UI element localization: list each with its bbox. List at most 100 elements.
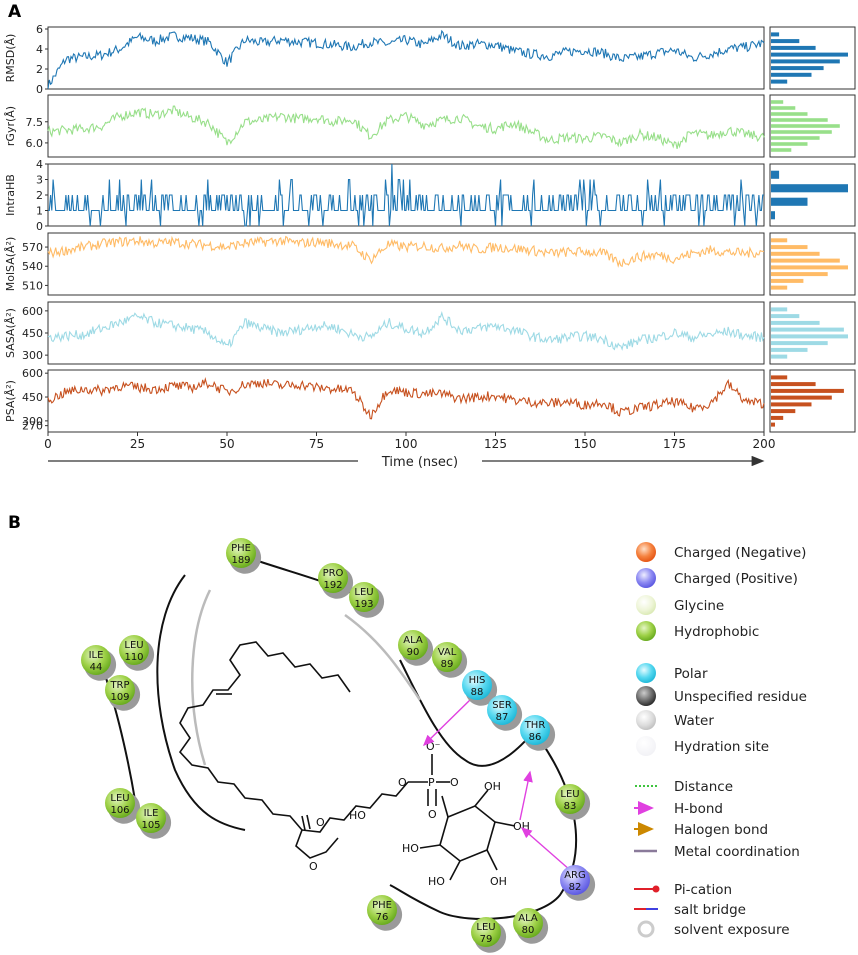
residue-name: LEU: [110, 793, 129, 804]
plot-frame: [47, 232, 765, 296]
legend-item-distance: Distance: [635, 779, 733, 795]
residue-number: 80: [522, 925, 535, 936]
residue-name: PRO: [323, 568, 344, 579]
atom-o: O: [428, 808, 437, 821]
time-series-lines: [47, 29, 765, 420]
residue-name: LEU: [354, 587, 373, 598]
atom-oh: OH: [490, 875, 507, 888]
legend-item-saltbridge: salt bridge: [634, 902, 746, 918]
residue-disk: [105, 675, 135, 705]
atom-oh: OH: [484, 780, 501, 793]
y-axis-label: SASA(Å²): [4, 308, 17, 358]
residue-number: 87: [496, 712, 509, 723]
legend-item-solvent: solvent exposure: [637, 920, 790, 938]
y-tick-label: 6: [36, 23, 43, 36]
hist-bar: [771, 66, 824, 71]
panel-b-label: B: [8, 513, 21, 533]
atom-ho: HO: [428, 875, 445, 888]
legend-swatch: [636, 710, 656, 730]
hist-bar: [771, 148, 792, 152]
residue-number: 106: [110, 805, 129, 816]
x-tick-label: 100: [395, 437, 418, 451]
inositol-ring: [439, 805, 496, 862]
hist-bar: [771, 382, 816, 387]
legend-label: Halogen bond: [674, 822, 768, 838]
hist-bar: [771, 402, 812, 407]
residue-number: 109: [110, 692, 129, 703]
ligand-ester: [295, 829, 339, 859]
hist-bar: [771, 334, 848, 339]
legend-item-hydrophobic: Hydrophobic: [636, 621, 759, 641]
x-tick-label: 125: [484, 437, 507, 451]
y-tick-label: 510: [22, 279, 43, 292]
hist-bar: [771, 251, 820, 256]
residue-disk: [513, 908, 543, 938]
legend-label: Hydration site: [674, 739, 769, 755]
legend-label: Unspecified residue: [674, 689, 807, 705]
residue-disk: [432, 642, 462, 672]
y-axis-label: rGyr(Å): [4, 106, 17, 146]
hist-bar: [771, 278, 804, 283]
y-tick-label: 1: [36, 205, 43, 218]
hist-bar: [771, 106, 796, 110]
residue-name: PHE: [231, 543, 251, 554]
x-axis: 0 25 50 75 100 125 150 175 200 Time (nsec): [44, 432, 775, 470]
hbond-his88: [422, 697, 473, 746]
hist-bar: [771, 72, 812, 77]
residue-name: ALA: [403, 635, 423, 646]
legend-item-hbond: H-bond: [634, 801, 723, 817]
hist-bar: [771, 100, 784, 104]
residue-disk: [520, 715, 550, 745]
hbond-arg82: [520, 827, 571, 871]
y-tick-label: 7.5: [26, 116, 44, 129]
residue-disk: [226, 538, 256, 568]
hist-bar: [771, 341, 828, 346]
legend-label: Water: [674, 713, 714, 729]
residue-number: 193: [354, 599, 373, 610]
hist-bar: [771, 112, 808, 116]
legend-item-glycine: Glycine: [636, 595, 724, 615]
legend-label: Metal coordination: [674, 844, 800, 860]
hist-bar: [771, 347, 808, 352]
residue-number: 82: [569, 882, 582, 893]
y-tick-label: 300: [22, 415, 43, 428]
residue-disk: [560, 865, 590, 895]
residue-number: 192: [323, 580, 342, 591]
series-line: [47, 235, 765, 268]
residue-name: TRP: [109, 680, 129, 691]
hist-bar: [771, 39, 800, 44]
atom-ho: HO: [402, 842, 419, 855]
hist-bar: [771, 184, 848, 193]
y-tick-label: 600: [22, 367, 43, 380]
series-line: [47, 310, 765, 351]
hist-bar: [771, 415, 784, 420]
residue-disk: [349, 582, 379, 612]
hist-bar: [771, 354, 788, 359]
hist-bar: [771, 314, 800, 319]
hist-bar: [771, 388, 844, 393]
legend-item-polar: Polar: [636, 663, 708, 683]
interaction-diagram: O⁻ P O O O O O HO OH OH HO HO OH PHE189P…: [81, 538, 596, 953]
hist-bar: [771, 136, 820, 140]
atom-ho: HO: [349, 809, 366, 822]
hist-bar: [771, 124, 840, 128]
legend-item-positive: Charged (Positive): [636, 568, 798, 588]
hist-bar: [771, 265, 848, 270]
y-axis-label: RMSD(Å): [4, 34, 17, 83]
hist-bar: [771, 79, 788, 84]
y-tick-label: 4: [36, 158, 43, 171]
y-axis-label: IntraHB: [4, 174, 17, 216]
residue-name: LEU: [124, 640, 143, 651]
legend-label: solvent exposure: [674, 922, 790, 938]
hist-bar: [771, 422, 775, 427]
residue-disk: [81, 645, 111, 675]
y-tick-label: 450: [22, 391, 43, 404]
